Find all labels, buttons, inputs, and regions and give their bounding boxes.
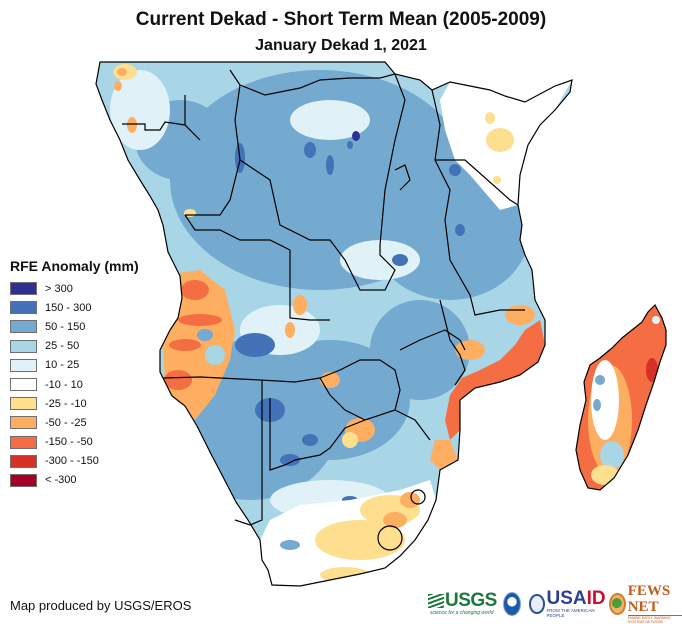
legend-swatch (10, 358, 37, 372)
legend-title: RFE Anomaly (mm) (10, 258, 139, 274)
usgs-wave-icon (428, 593, 444, 608)
legend-item: 10 - 25 (10, 356, 139, 375)
legend-swatch (10, 454, 37, 468)
legend-item: < -300 (10, 471, 139, 490)
credit-text: Map produced by USGS/EROS (10, 598, 192, 613)
legend-item: -150 - -50 (10, 433, 139, 452)
map-subtitle: January Dekad 1, 2021 (255, 37, 427, 54)
legend-item: 25 - 50 (10, 337, 139, 356)
legend-label: 25 - 50 (45, 340, 80, 353)
legend-item: -25 - -10 (10, 394, 139, 413)
usaid-seal-icon (528, 593, 545, 614)
legend-label: 150 - 300 (45, 301, 92, 314)
madagascar-landmass (576, 305, 666, 490)
fews-globe-icon (608, 592, 626, 615)
legend-label: -300 - -150 (45, 455, 99, 468)
legend-swatch (10, 435, 37, 449)
legend-label: -25 - -10 (45, 397, 87, 410)
legend-label: -10 - 10 (45, 378, 83, 391)
legend-swatch (10, 378, 37, 392)
legend-swatch (10, 339, 37, 353)
legend-swatch (10, 397, 37, 411)
map-title: Current Dekad - Short Term Mean (2005-20… (135, 9, 547, 30)
legend: RFE Anomaly (mm) > 300 150 - 300 50 - 150 2… (10, 258, 139, 490)
legend-label: -50 - -25 (45, 416, 87, 429)
legend-item: 50 - 150 (10, 317, 139, 336)
noaa-logo-icon (502, 591, 521, 616)
legend-item: 150 - 300 (10, 298, 139, 317)
legend-swatch (10, 282, 37, 296)
fewsnet-logo: FEWS NET FAMINE EARLY WARNING SYSTEMS NE… (627, 583, 682, 624)
legend-label: -150 - -50 (45, 436, 93, 449)
usaid-logo: USAID FROM THE AMERICAN PEOPLE (546, 588, 606, 618)
anomaly-map (95, 61, 667, 587)
africa-landmass (96, 62, 572, 586)
legend-item: -50 - -25 (10, 413, 139, 432)
legend-label: 10 - 25 (45, 359, 80, 372)
usgs-logo: USGS science for a changing world (428, 590, 497, 616)
legend-swatch (10, 473, 37, 487)
legend-swatch (10, 301, 37, 315)
legend-item: -300 - -150 (10, 452, 139, 471)
partner-logos: USGS science for a changing world USAID … (428, 583, 682, 624)
legend-swatch (10, 320, 37, 334)
legend-label: > 300 (45, 282, 73, 295)
country-borders (95, 61, 667, 587)
legend-item: -10 - 10 (10, 375, 139, 394)
legend-label: < -300 (45, 474, 77, 487)
legend-label: 50 - 150 (45, 320, 86, 333)
legend-item: > 300 (10, 279, 139, 298)
legend-swatch (10, 416, 37, 430)
